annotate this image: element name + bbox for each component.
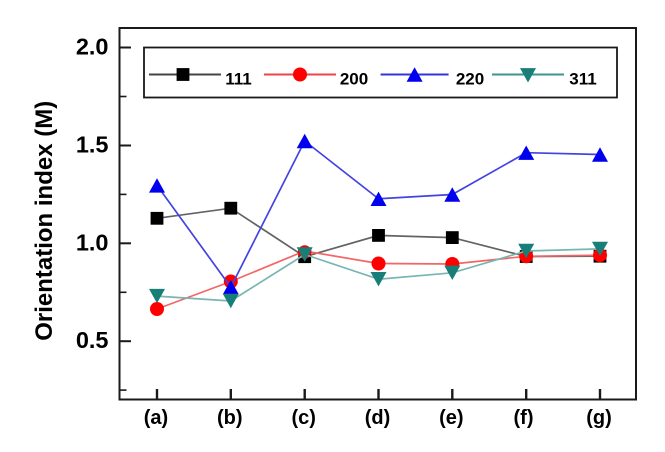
svg-text:(b): (b) [217,407,243,429]
svg-text:(a): (a) [144,407,168,429]
svg-text:(g): (g) [586,407,612,429]
svg-text:1.0: 1.0 [76,229,109,255]
svg-text:2.0: 2.0 [76,34,109,60]
svg-text:(d): (d) [365,407,391,429]
svg-text:Orientation index (M): Orientation index (M) [31,101,58,341]
svg-text:0.5: 0.5 [76,327,109,353]
svg-text:220: 220 [456,70,484,89]
svg-text:200: 200 [340,70,368,89]
svg-text:(c): (c) [291,407,315,429]
svg-text:(f): (f) [514,407,534,429]
svg-text:1.5: 1.5 [76,132,109,158]
svg-text:111: 111 [225,70,252,89]
svg-text:311: 311 [569,70,596,89]
svg-text:(e): (e) [439,407,463,429]
